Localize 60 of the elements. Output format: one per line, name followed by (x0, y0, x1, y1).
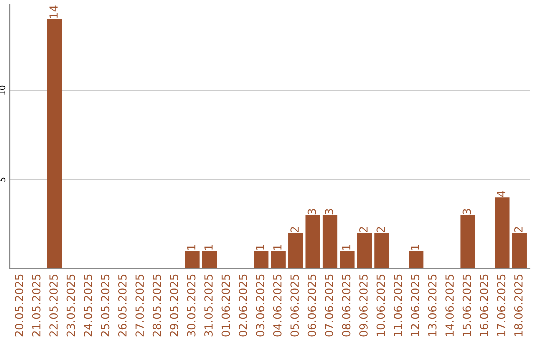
bar (271, 251, 286, 269)
bar (288, 233, 304, 269)
bar (306, 215, 320, 269)
bar (512, 233, 527, 269)
x-tick-label: 22.05.2025 (50, 274, 58, 337)
data-label: 1 (342, 245, 351, 250)
x-tick-label: 15.06.2025 (462, 274, 472, 336)
x-tick-label: 30.05.2025 (187, 274, 196, 337)
x-tick-label: 18.06.2025 (514, 274, 523, 336)
data-label: 14 (50, 6, 58, 18)
x-tick-label: 10.06.2025 (376, 274, 386, 336)
bar (374, 233, 390, 269)
x-tick-label: 31.05.2025 (204, 274, 213, 337)
data-label: 2 (290, 227, 299, 233)
x-tick-label: 29.05.2025 (170, 274, 179, 337)
data-label: 1 (274, 245, 282, 250)
x-tick-label: 05.06.2025 (290, 274, 300, 337)
x-tick-label: 13.06.2025 (428, 274, 437, 336)
x-tick-label: 27.05.2025 (136, 274, 144, 337)
bar (322, 215, 338, 269)
data-label: 3 (462, 209, 472, 215)
x-tick-label: 17.06.2025 (497, 274, 506, 336)
x-tick-label: 12.06.2025 (411, 274, 420, 336)
data-label: 2 (514, 227, 523, 233)
bar (47, 19, 62, 269)
bar (340, 251, 355, 269)
data-label: 1 (256, 245, 264, 250)
x-tick-label: 20.05.2025 (15, 274, 24, 337)
bar (409, 251, 424, 269)
bar (185, 251, 200, 269)
bar (460, 215, 476, 269)
x-tick-label: 24.05.2025 (84, 274, 92, 337)
data-label: 3 (325, 209, 334, 215)
data-label: 2 (360, 227, 368, 233)
data-label: 2 (376, 227, 385, 233)
bar (202, 251, 218, 269)
bar (357, 233, 372, 269)
x-tick-label: 06.06.2025 (308, 274, 316, 337)
x-tick-label: 11.06.2025 (394, 274, 402, 336)
data-label: 1 (204, 245, 213, 250)
x-tick-label: 09.06.2025 (360, 274, 368, 337)
x-tick-label: 23.05.2025 (66, 274, 76, 337)
x-tick-label: 03.06.2025 (256, 274, 265, 337)
x-tick-label: 07.06.2025 (325, 274, 334, 337)
x-tick-label: 01.06.2025 (222, 274, 230, 337)
x-tick-label: 25.05.2025 (101, 274, 110, 337)
x-tick-label: 04.06.2025 (273, 274, 282, 337)
data-label: 4 (497, 191, 506, 198)
x-tick-label: 02.06.2025 (238, 274, 248, 337)
bar (254, 251, 269, 269)
x-tick-label: 14.06.2025 (446, 274, 454, 336)
x-tick-label: 16.06.2025 (480, 274, 488, 336)
bar (495, 198, 510, 269)
data-label: 1 (187, 245, 196, 250)
x-tick-label: 21.05.2025 (32, 274, 41, 337)
x-tick-label: 28.05.2025 (152, 274, 162, 337)
data-label: 1 (411, 245, 420, 250)
data-label: 3 (308, 209, 316, 215)
x-tick-label: 26.05.2025 (118, 274, 127, 337)
x-tick-label: 08.06.2025 (342, 274, 351, 337)
